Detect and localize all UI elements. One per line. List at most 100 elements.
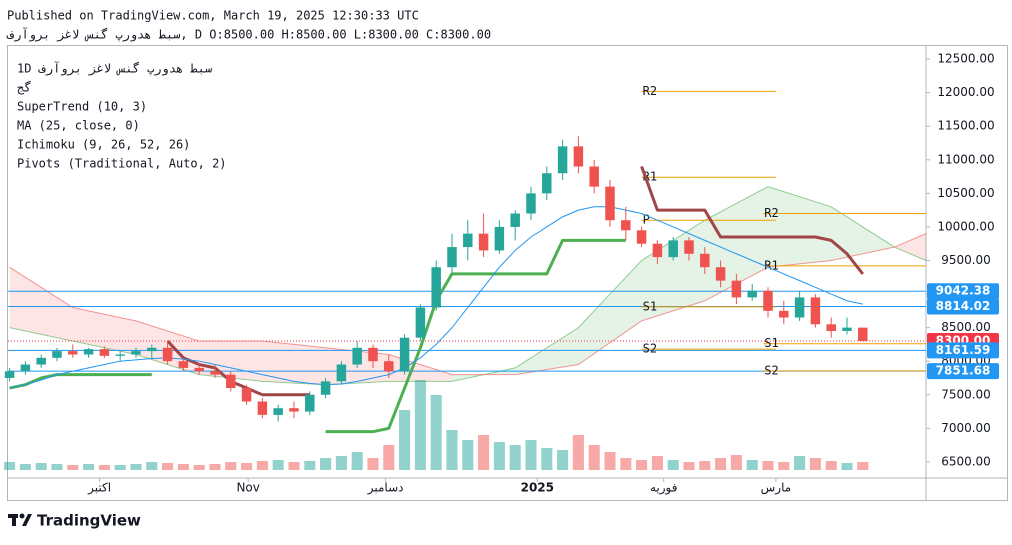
- volume-bar: [667, 460, 679, 470]
- logo-mark: [19, 513, 25, 519]
- legend: 1D سبط هدورپ گنس لاغز بروآرف گج SuperTrend…: [17, 61, 227, 171]
- candle-body: [384, 361, 394, 372]
- volume-bar: [67, 465, 79, 470]
- candle-body: [668, 240, 678, 258]
- candle-body: [589, 166, 599, 187]
- cloud-segment: [72, 307, 136, 355]
- candle-body: [447, 247, 457, 268]
- logo-mark: [12, 514, 16, 526]
- volume-bar: [399, 410, 411, 470]
- x-tick-label: Nov: [236, 481, 259, 495]
- candle-body: [320, 381, 331, 395]
- candle-body: [99, 349, 110, 356]
- volume-bar: [478, 435, 490, 470]
- volume-bar: [4, 462, 16, 470]
- y-tick-label: 8500.00: [941, 320, 991, 334]
- legend-entry: 1D سبط هدورپ گنس لاغز بروآرف: [17, 61, 212, 77]
- y-tick-label: 10500.00: [937, 186, 994, 200]
- candle-body: [257, 401, 268, 415]
- candle-body: [226, 374, 236, 389]
- candle-body: [368, 347, 378, 362]
- volume-bar: [651, 456, 663, 470]
- candle-body: [557, 146, 568, 174]
- candle-body: [621, 220, 631, 231]
- pivot-label: R1: [764, 258, 778, 272]
- candle-body: [115, 354, 125, 356]
- candle-body: [36, 357, 46, 365]
- volume-bar: [604, 452, 616, 470]
- volume-bar: [541, 448, 553, 470]
- volume-bar: [209, 464, 221, 470]
- x-tick-label: 2025: [521, 481, 554, 495]
- candle-body: [573, 146, 584, 167]
- price-label: 9042.38: [936, 284, 991, 298]
- pivot-label: S1: [643, 299, 657, 313]
- legend-entry: MA (25, close, 0): [17, 119, 140, 133]
- candle-body: [68, 351, 78, 355]
- volume-bar: [509, 445, 521, 470]
- candle-body: [194, 367, 204, 372]
- volume-bar: [857, 462, 869, 470]
- y-tick-label: 7000.00: [941, 421, 991, 435]
- candle-body: [399, 337, 410, 372]
- volume-bar: [794, 456, 806, 470]
- pivot-label: R2: [764, 206, 778, 220]
- volume-bar: [241, 463, 253, 470]
- price-label-box: [927, 298, 999, 315]
- volume-bar: [493, 442, 505, 470]
- volume-bar: [177, 464, 189, 470]
- volume-bar: [430, 395, 442, 470]
- legend-entry: گج: [17, 81, 31, 95]
- candle-body: [305, 394, 315, 412]
- y-tick-label: 12000.00: [937, 85, 994, 99]
- y-tick-label: 9500.00: [941, 253, 991, 267]
- price-label-box: [927, 342, 999, 359]
- volume-bar: [272, 460, 284, 470]
- y-tick-label: 7500.00: [941, 387, 991, 401]
- candle-body: [4, 371, 15, 378]
- candle-body: [842, 327, 852, 331]
- candle-body: [700, 253, 710, 268]
- volume-bar: [572, 435, 584, 470]
- volume-bar: [193, 465, 205, 470]
- volume-bar: [699, 461, 711, 470]
- price-label: 8161.59: [936, 343, 991, 357]
- y-tick-label: 6500.00: [941, 454, 991, 468]
- candle-body: [684, 240, 694, 254]
- legend-entry: Ichimoku (9, 26, 52, 26): [17, 138, 190, 152]
- candle-body: [542, 173, 552, 194]
- indicator-line: [166, 165, 864, 397]
- candle-body: [605, 186, 615, 221]
- pivot-label: S1: [764, 336, 778, 350]
- volume-bar: [162, 463, 174, 470]
- frame: [7, 45, 1008, 501]
- candle-body: [162, 347, 173, 362]
- y-tick-label: 11000.00: [937, 152, 994, 166]
- candle-body: [463, 233, 473, 248]
- volume-bar: [746, 460, 758, 470]
- volume-bar: [83, 464, 95, 470]
- pivot-label: R2: [643, 84, 657, 98]
- candle-body: [826, 324, 836, 331]
- candle-body: [731, 280, 742, 298]
- logo: TradingView: [8, 512, 141, 530]
- y-tick-label: 10000.00: [937, 219, 994, 233]
- volume-bar: [351, 452, 363, 470]
- candle-body: [20, 364, 31, 372]
- volume-bar: [715, 458, 727, 470]
- candle-body: [289, 408, 299, 412]
- volume-bar: [778, 462, 790, 470]
- pivot-label: S2: [764, 363, 778, 377]
- volume-bar: [462, 440, 474, 470]
- volume-bar: [225, 462, 237, 470]
- candle-body: [336, 364, 347, 382]
- candle-body: [83, 349, 94, 355]
- candle-body: [763, 290, 773, 311]
- volume-bar: [588, 445, 600, 470]
- cloud-segment: [9, 267, 73, 342]
- published: Published on TradingView.com, March 19, …: [7, 9, 419, 23]
- volume-bar: [414, 380, 426, 470]
